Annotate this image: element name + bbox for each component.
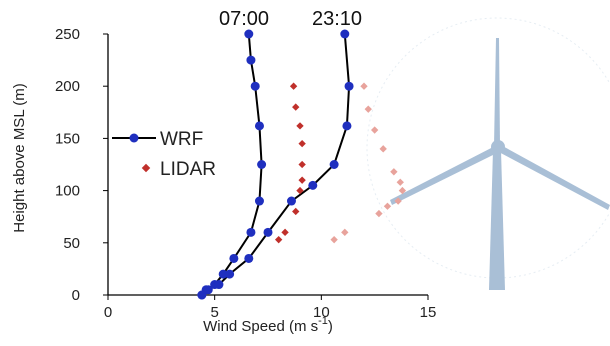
wrf-data-point <box>229 253 239 263</box>
wrf-data-point <box>244 253 254 263</box>
wrf-data-point <box>329 160 339 169</box>
y-tick-label: 200 <box>55 78 80 95</box>
wrf-data-point <box>344 81 354 91</box>
lidar-data-point <box>274 235 283 244</box>
lidar-data-point <box>298 139 306 148</box>
wrf-data-point <box>308 180 318 190</box>
lidar-data-point <box>375 209 383 218</box>
lidar-data-point <box>383 202 392 210</box>
wrf-data-point <box>244 29 254 39</box>
wrf-data-point <box>246 227 256 237</box>
lidar-data-point <box>296 186 304 195</box>
data-points <box>197 29 407 300</box>
wrf-data-point <box>225 269 235 279</box>
y-tick-label: 150 <box>55 130 80 147</box>
y-axis-title: Height above MSL (m) <box>11 83 28 233</box>
wrf-data-point <box>254 196 264 206</box>
wrf-profile-line <box>201 33 351 296</box>
lidar-data-point <box>298 176 306 184</box>
wrf-data-point <box>218 269 228 279</box>
legend-wrf-label: WRF <box>160 129 203 150</box>
wrf-data-point <box>254 121 264 131</box>
legend-lidar-label: LIDAR <box>160 159 216 180</box>
legend-wrf-marker <box>129 133 139 143</box>
wrf-data-point <box>263 227 273 237</box>
lidar-data-point <box>396 178 404 186</box>
legend: WRF LIDAR <box>112 129 216 180</box>
x-tick-labels: 0 5 10 15 <box>104 295 437 321</box>
x-tick-label: 5 <box>210 304 218 321</box>
wrf-profile-lines <box>201 33 351 296</box>
annotation-2310: 23:10 <box>312 8 362 30</box>
wrf-data-point <box>197 290 207 300</box>
lidar-data-point <box>296 122 304 130</box>
wrf-data-point <box>340 29 350 39</box>
x-axis-title: Wind Speed (m s-1) <box>203 315 333 335</box>
y-tick-label: 50 <box>63 235 80 252</box>
lidar-data-point <box>370 126 379 134</box>
wrf-data-point <box>257 160 267 169</box>
x-tick-label: 15 <box>420 304 437 321</box>
annotation-0700: 07:00 <box>219 8 269 30</box>
lidar-data-point <box>398 186 407 195</box>
lidar-data-point <box>298 160 306 169</box>
lidar-data-point <box>292 103 300 111</box>
lidar-data-point <box>390 168 398 176</box>
wrf-data-point <box>342 121 352 131</box>
wind-turbine-illustration <box>366 17 610 290</box>
wrf-data-point <box>286 196 296 206</box>
x-tick-label: 10 <box>313 304 330 321</box>
y-tick-labels: 0 50 100 150 200 250 <box>55 26 108 304</box>
lidar-data-point <box>341 228 349 237</box>
y-tick-label: 0 <box>72 287 80 304</box>
lidar-data-point <box>379 145 387 153</box>
wrf-data-point <box>246 55 256 65</box>
lidar-data-point <box>360 82 368 90</box>
x-tick-label: 0 <box>104 304 112 321</box>
wrf-data-point <box>250 81 260 91</box>
lidar-data-point <box>364 105 372 113</box>
legend-lidar-marker <box>141 163 151 173</box>
wrf-data-point <box>203 285 213 295</box>
lidar-data-point <box>281 228 289 237</box>
y-tick-label: 250 <box>55 26 80 43</box>
wrf-data-point <box>214 280 224 290</box>
x-axis-title-superscript: -1 <box>318 315 328 327</box>
lidar-data-point <box>289 82 298 90</box>
y-tick-label: 100 <box>55 183 80 200</box>
lidar-data-point <box>292 207 300 216</box>
lidar-data-point <box>330 235 338 244</box>
